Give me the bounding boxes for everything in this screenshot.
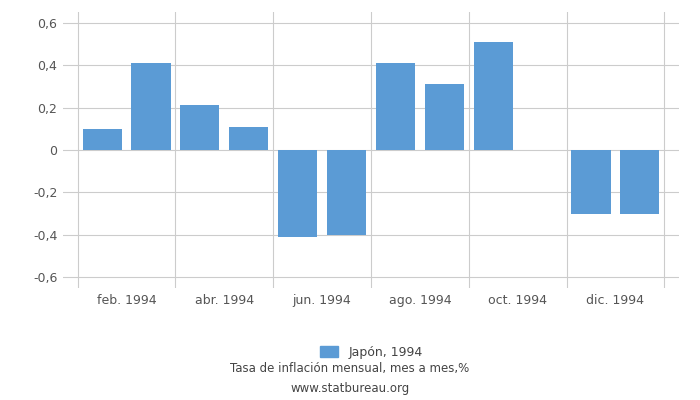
Bar — [83, 129, 122, 150]
Bar — [474, 42, 513, 150]
Bar — [327, 150, 366, 235]
Bar — [229, 127, 268, 150]
Text: www.statbureau.org: www.statbureau.org — [290, 382, 410, 395]
Bar — [278, 150, 317, 237]
Bar — [376, 63, 415, 150]
Bar — [425, 84, 464, 150]
Bar — [132, 63, 171, 150]
Text: Tasa de inflación mensual, mes a mes,%: Tasa de inflación mensual, mes a mes,% — [230, 362, 470, 375]
Bar — [571, 150, 610, 214]
Bar — [181, 106, 219, 150]
Legend: Japón, 1994: Japón, 1994 — [314, 341, 428, 364]
Bar — [620, 150, 659, 214]
